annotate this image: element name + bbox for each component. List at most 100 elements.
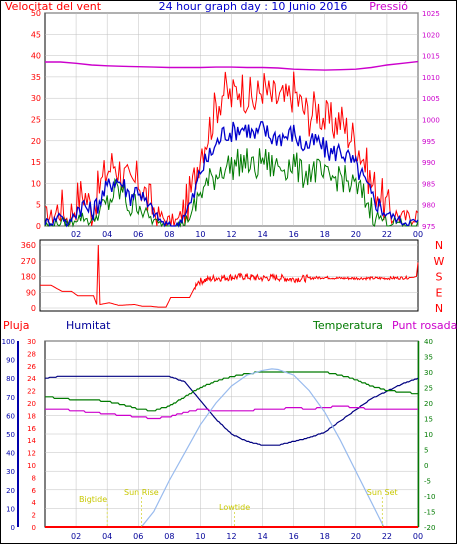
humidity-x-tick-label: 04 xyxy=(102,532,112,541)
wind-y-tick-label: 0 xyxy=(36,222,41,231)
rain-y-tick-label: 28 xyxy=(27,350,36,358)
humidity-y-tick-label: 20 xyxy=(6,487,15,495)
temperature-y-tick-label: 35 xyxy=(424,354,433,362)
wind-speed-label: Velocitat del vent xyxy=(5,0,102,13)
temperature-y-tick-label: 25 xyxy=(424,385,433,393)
rain-y-tick-label: 18 xyxy=(27,412,36,420)
pressure-y-tick-label: 980 xyxy=(422,202,435,210)
rain-y-tick-label: 6 xyxy=(32,487,37,495)
wind-y-tick-label: 25 xyxy=(31,116,41,125)
humidity-x-tick-label: 22 xyxy=(382,532,392,541)
temperature-y-tick-label: -5 xyxy=(424,478,431,486)
rain-y-tick-label: 20 xyxy=(27,400,36,408)
humidity-y-tick-label: 90 xyxy=(6,357,15,365)
temperature-y-tick-label: 40 xyxy=(424,338,433,346)
humidity-x-tick-label: 08 xyxy=(164,532,174,541)
humidity-panel-series-solar xyxy=(140,368,385,528)
rain-y-tick-label: 24 xyxy=(27,375,36,383)
humidity-x-tick-label: 18 xyxy=(320,532,330,541)
wind-x-tick-label: 16 xyxy=(289,230,299,239)
humidity-x-tick-label: 06 xyxy=(133,532,143,541)
wind-pressure-panel: Velocitat del vent 24 hour graph day : 1… xyxy=(5,0,440,239)
temperature-y-tick-label: -20 xyxy=(424,524,435,532)
humidity-y-tick-label: 30 xyxy=(6,468,15,476)
humidity-panel-series-temperature xyxy=(45,371,418,412)
humidity-y-tick-label: 50 xyxy=(6,431,15,439)
wind-x-tick-label: 18 xyxy=(320,230,330,239)
rain-y-tick-label: 2 xyxy=(32,512,36,520)
rain-y-tick-label: 8 xyxy=(32,474,36,482)
event-annotation: Bigtide xyxy=(79,495,107,504)
temperature-y-tick-label: 0 xyxy=(424,462,428,470)
dewpoint-label: Punt rosada xyxy=(392,319,457,332)
wind-x-tick-label: 08 xyxy=(164,230,174,239)
pressure-y-tick-label: 990 xyxy=(422,159,435,167)
wind-series-average xyxy=(44,120,419,228)
direction-y-tick-label: 180 xyxy=(21,273,36,282)
humidity-x-tick-label: 10 xyxy=(195,532,205,541)
humidity-x-tick-label: 12 xyxy=(226,532,236,541)
temperature-y-tick-label: 10 xyxy=(424,431,433,439)
humidity-y-tick-label: 60 xyxy=(6,412,15,420)
wind-y-tick-label: 15 xyxy=(31,158,41,167)
wind-x-tick-label: 10 xyxy=(195,230,205,239)
event-annotation: Sun Rise xyxy=(124,488,159,497)
pressure-y-tick-label: 1010 xyxy=(422,74,440,82)
humidity-x-tick-label: 00 xyxy=(413,532,423,541)
pressure-y-tick-label: 1025 xyxy=(422,10,440,18)
rain-y-tick-label: 26 xyxy=(27,363,36,371)
wind-y-tick-label: 45 xyxy=(31,30,41,39)
wind-y-tick-label: 50 xyxy=(31,9,41,18)
rain-y-tick-label: 22 xyxy=(27,388,36,396)
direction-y-tick-label: 90 xyxy=(26,288,36,297)
temperature-y-tick-label: 20 xyxy=(424,400,433,408)
humidity-y-tick-label: 80 xyxy=(6,375,15,383)
direction-series-line xyxy=(40,244,419,308)
humidity-y-tick-label: 0 xyxy=(11,524,15,532)
wind-series-gust xyxy=(44,71,419,227)
rain-y-tick-label: 4 xyxy=(32,499,37,507)
pressure-y-tick-label: 1015 xyxy=(422,53,440,61)
rain-y-tick-label: 14 xyxy=(27,437,36,445)
event-annotation: Sun Set xyxy=(367,488,398,497)
compass-label: N xyxy=(435,302,443,315)
pressure-y-tick-label: 975 xyxy=(422,223,435,231)
temperature-y-tick-label: -15 xyxy=(424,509,435,517)
wind-x-tick-label: 04 xyxy=(102,230,112,239)
direction-y-tick-label: 360 xyxy=(21,241,36,250)
humidity-y-tick-label: 100 xyxy=(2,338,15,346)
wind-x-tick-label: 00 xyxy=(413,230,423,239)
humidity-y-tick-label: 70 xyxy=(6,394,15,402)
humidity-panel-series-dewpoint xyxy=(45,405,418,420)
wind-y-tick-label: 35 xyxy=(31,73,41,82)
direction-y-tick-label: 270 xyxy=(21,257,36,266)
temperature-y-tick-label: 5 xyxy=(424,447,428,455)
temperature-y-tick-label: 15 xyxy=(424,416,433,424)
wind-y-tick-label: 30 xyxy=(31,94,41,103)
humidity-y-tick-label: 40 xyxy=(6,450,15,458)
wind-y-tick-label: 20 xyxy=(31,137,41,146)
wind-x-tick-label: 02 xyxy=(71,230,81,239)
temperature-y-tick-label: 30 xyxy=(424,369,433,377)
temperature-y-tick-label: -10 xyxy=(424,493,435,501)
humidity-temperature-panel: Pluja Humitat Temperatura Punt rosada 0 1… xyxy=(2,319,457,541)
rain-y-tick-label: 30 xyxy=(27,338,36,346)
chart-title: 24 hour graph day : 10 Junio 2016 xyxy=(159,0,348,13)
humidity-x-tick-label: 14 xyxy=(257,532,267,541)
wind-x-tick-label: 20 xyxy=(351,230,361,239)
compass-label: E xyxy=(436,286,443,299)
compass-label: N xyxy=(435,239,443,252)
wind-y-tick-label: 40 xyxy=(31,52,41,61)
humidity-y-tick-label: 10 xyxy=(6,505,15,513)
humidity-x-tick-label: 20 xyxy=(351,532,361,541)
pressure-y-tick-label: 985 xyxy=(422,180,435,188)
event-annotation: Lowtide xyxy=(219,503,250,512)
pressure-y-tick-label: 1005 xyxy=(422,95,440,103)
temperature-label: Temperatura xyxy=(312,319,383,332)
rain-y-tick-label: 12 xyxy=(27,450,36,458)
pressure-series-line xyxy=(45,60,419,71)
pressure-y-tick-label: 1000 xyxy=(422,117,440,125)
wind-x-tick-label: 12 xyxy=(226,230,236,239)
